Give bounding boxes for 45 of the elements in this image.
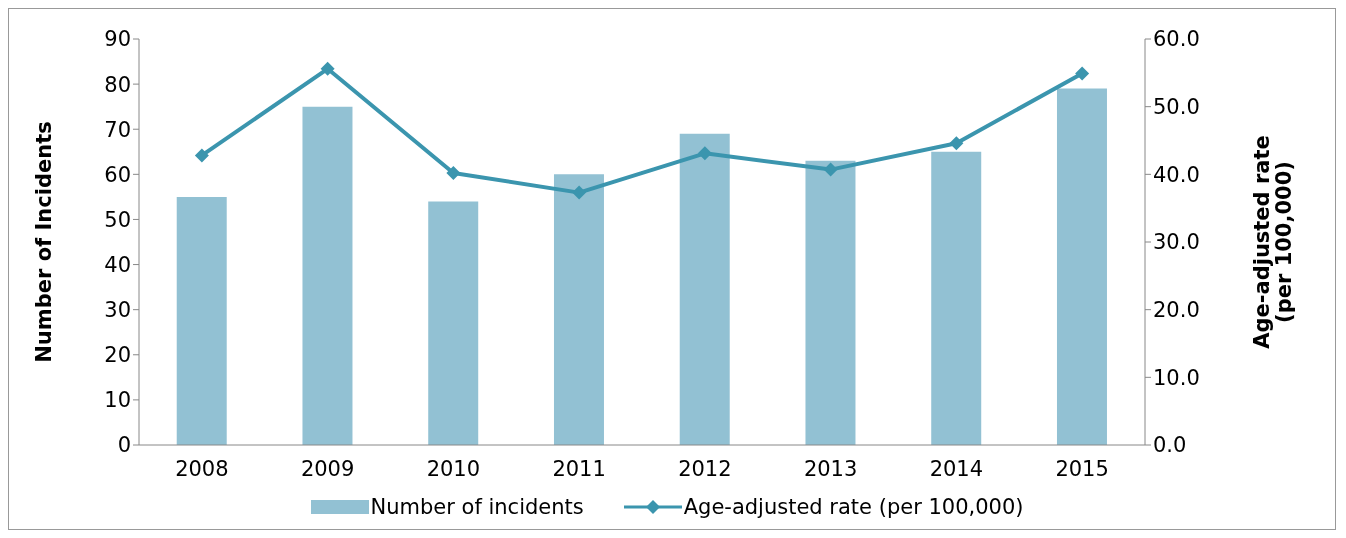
legend-label: Age-adjusted rate (per 100,000): [683, 495, 1024, 519]
y2-tick-label: 0.0: [1153, 433, 1187, 458]
bar: [931, 151, 982, 445]
bar: [176, 196, 227, 445]
y-tick-label: 10: [104, 388, 131, 413]
x-tick-label: 2008: [175, 456, 229, 481]
x-tick-label: 2011: [552, 456, 606, 481]
y-tick-label: 60: [104, 162, 131, 187]
x-tick-label: 2015: [1055, 456, 1109, 481]
y-tick-label: 90: [104, 27, 131, 52]
x-tick-label: 2009: [300, 456, 355, 481]
y-tick-label: 70: [104, 117, 131, 142]
bar: [1056, 88, 1107, 445]
point: [949, 136, 964, 151]
y2-axis-title: Age-adjusted rate (per 100,000): [1250, 135, 1296, 349]
y-tick-label: 30: [104, 298, 131, 323]
bar: [428, 201, 479, 445]
y2-tick-label: 10.0: [1153, 365, 1200, 390]
y-tick-label: 80: [104, 72, 131, 97]
point: [194, 148, 209, 163]
point: [1075, 66, 1090, 81]
y-tick-label: 50: [104, 207, 131, 232]
x-tick-label: 2014: [929, 456, 984, 481]
y-tick-label: 0: [117, 433, 131, 458]
point: [697, 146, 712, 161]
y2-tick-label: 50.0: [1153, 95, 1200, 120]
y-tick-label: 40: [104, 253, 131, 278]
legend-label: Number of incidents: [370, 495, 584, 519]
y2-tick-label: 60.0: [1153, 27, 1200, 52]
point: [446, 165, 461, 180]
y-axis-title: Number of Incidents: [32, 121, 56, 363]
point: [823, 162, 838, 177]
bar: [679, 133, 730, 445]
x-tick-label: 2010: [426, 456, 481, 481]
point: [320, 61, 335, 76]
point: [572, 185, 587, 200]
y2-tick-label: 20.0: [1153, 298, 1200, 323]
y-tick-label: 20: [104, 343, 131, 368]
bar: [302, 106, 353, 445]
x-tick-label: 2012: [678, 456, 732, 481]
bar: [553, 174, 604, 445]
y2-tick-label: 30.0: [1153, 230, 1200, 255]
x-tick-label: 2013: [803, 456, 858, 481]
bar: [805, 160, 856, 445]
y2-tick-label: 40.0: [1153, 162, 1200, 187]
